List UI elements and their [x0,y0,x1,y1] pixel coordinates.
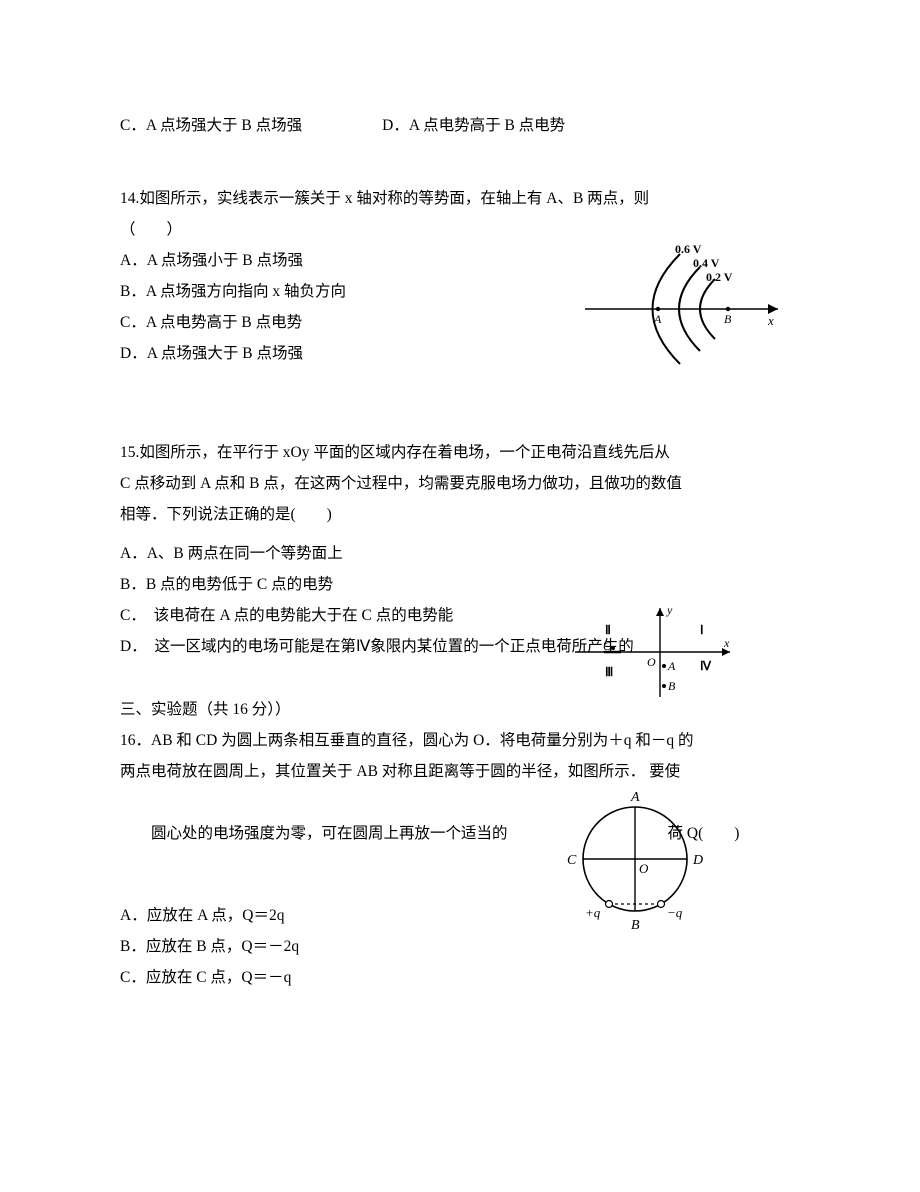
label-04v: 0.4 V [693,256,720,270]
point-c-dot [611,646,615,650]
label-o: O [639,861,649,876]
quadrant-3-label: Ⅲ [605,665,613,679]
point-a-dot [656,307,660,311]
label-minusq: −q [667,905,683,920]
quadrant-4-label: Ⅳ [700,659,712,673]
point-b-label: B [724,312,732,326]
page: C．A 点场强大于 B 点场强 D．A 点电势高于 B 点电势 14.如图所示，实… [0,0,920,1053]
q14-option-a: A．A 点场强小于 B 点场强 [120,245,410,276]
q15-stem-line1: 15.如图所示，在平行于 xOy 平面的区域内存在着电场，一个正电荷沿直线先后从 [120,437,800,468]
label-b: B [631,918,640,933]
point-b-label: B [668,679,676,693]
x-label: x [723,636,730,650]
q15-option-a: A．A、B 两点在同一个等势面上 [120,538,800,569]
label-d: D [692,853,703,868]
q14-option-b: B．A 点场强方向指向 x 轴负方向 [120,276,410,307]
point-b-dot [662,684,666,688]
q13-option-d: D．A 点电势高于 B 点电势 [382,117,565,134]
q16-svg: A B C D O +q −q [555,785,720,945]
q14: 14.如图所示，实线表示一簇关于 x 轴对称的等势面，在轴上有 A、B 两点，则… [120,183,800,369]
q15-stem-line3: 相等．下列说法正确的是( ) [120,499,800,530]
q16: 16．AB 和 CD 为圆上两条相互垂直的直径，圆心为 O．将电荷量分别为＋q … [120,725,800,993]
point-a-dot [662,664,666,668]
quadrant-1-label: Ⅰ [700,623,704,637]
q15: 15.如图所示，在平行于 xOy 平面的区域内存在着电场，一个正电荷沿直线先后从… [120,437,800,662]
q15-option-b: B．B 点的电势低于 C 点的电势 [120,569,800,600]
q13-options-line: C．A 点场强大于 B 点场强 D．A 点电势高于 B 点电势 [120,110,800,141]
x-axis-label: x [767,313,774,328]
y-label: y [666,603,673,617]
q16-stem-line1: 16．AB 和 CD 为圆上两条相互垂直的直径，圆心为 O．将电荷量分别为＋q … [120,725,800,756]
label-plusq: +q [585,905,601,920]
q16-stem-line2: 两点电荷放在圆周上，其位置关于 AB 对称且距离等于圆的半径，如图所示． 要使 [120,756,800,787]
q14-stem-line1: 14.如图所示，实线表示一簇关于 x 轴对称的等势面，在轴上有 A、B 两点，则 [120,183,800,214]
minus-q-marker [658,901,665,908]
point-a-label: A [667,659,676,673]
q16-option-c: C．应放在 C 点，Q＝－q [120,962,800,993]
origin-label: O [647,655,656,669]
section-3: 三、实验题（共 16 分）） 16．AB 和 CD 为圆上两条相互垂直的直径，圆… [120,694,800,993]
q14-options: A．A 点场强小于 B 点场强 B．A 点场强方向指向 x 轴负方向 C．A 点… [120,245,410,369]
q16-figure: A B C D O +q −q [555,785,720,956]
quadrant-2-label: Ⅱ [605,623,611,637]
q15-figure: Ⅰ Ⅱ Ⅲ Ⅳ O x y C A B [565,602,740,713]
q15-stem-line2: C 点移动到 A 点和 B 点，在这两个过程中，均需要克服电场力做功，且做功的数… [120,468,800,499]
q14-option-c: C．A 点电势高于 B 点电势 [120,307,410,338]
label-a: A [630,790,640,805]
q15-svg: Ⅰ Ⅱ Ⅲ Ⅳ O x y C A B [565,602,740,702]
point-a-label: A [653,312,662,326]
label-c: C [567,853,577,868]
label-06v: 0.6 V [675,242,702,256]
label-02v: 0.2 V [706,270,733,284]
q14-svg: 0.6 V 0.4 V 0.2 V A B x [580,239,790,374]
q13-option-c: C．A 点场强大于 B 点场强 [120,117,302,134]
point-b-dot [726,307,730,311]
q14-option-d: D．A 点场强大于 B 点场强 [120,338,410,369]
y-axis-arrow-icon [656,608,664,616]
q16-stem-line3a: 圆心处的电场强度为零，可在圆周上再放一个适当的 [151,825,508,842]
q14-figure: 0.6 V 0.4 V 0.2 V A B x [580,239,790,385]
plus-q-marker [606,901,613,908]
